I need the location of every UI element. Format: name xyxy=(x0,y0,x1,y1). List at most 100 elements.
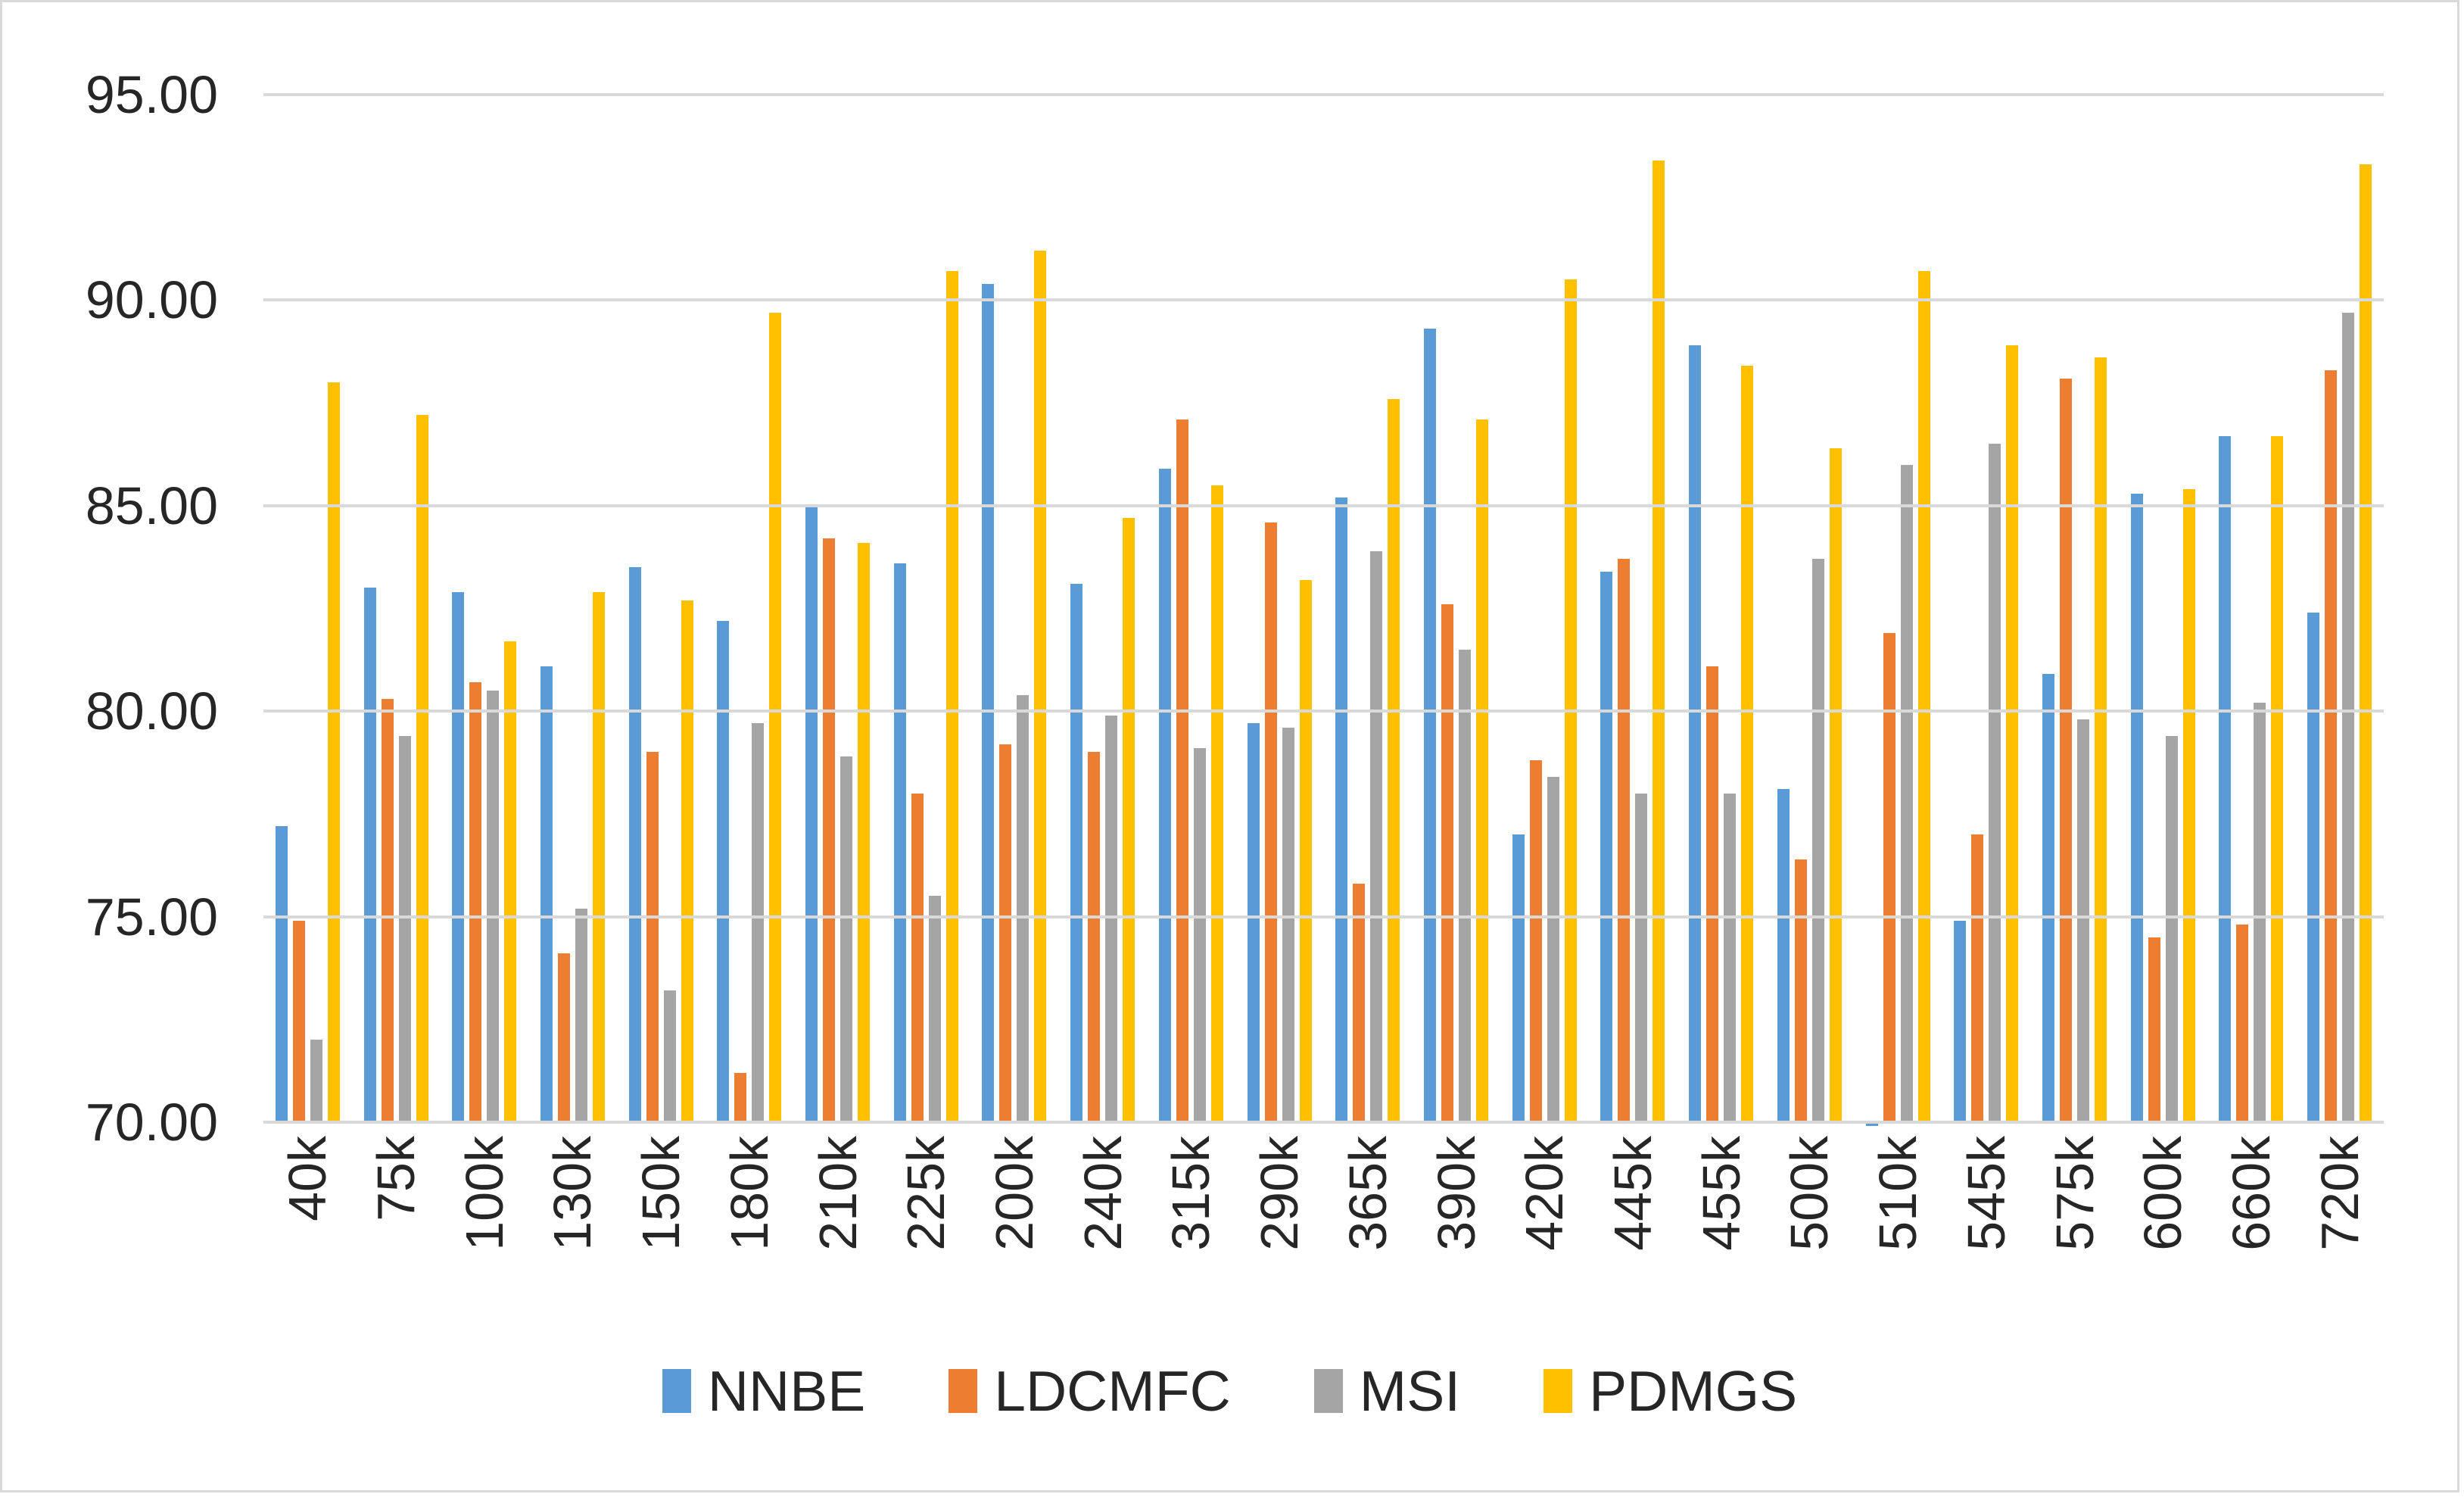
bar-pdmgs-290k xyxy=(1299,579,1312,1122)
bar-group-210k xyxy=(793,95,882,1122)
bar-pdmgs-445k xyxy=(1653,160,1665,1122)
bar-msi-200k xyxy=(1017,694,1030,1122)
bar-nnbe-75k xyxy=(363,588,376,1122)
bar-pdmgs-545k xyxy=(2006,345,2019,1122)
bar-nnbe-100k xyxy=(452,591,465,1122)
bar-ldcmfc-200k xyxy=(999,744,1012,1122)
bar-group-445k xyxy=(1589,95,1677,1122)
bar-pdmgs-315k xyxy=(1210,485,1223,1122)
bar-ldcmfc-315k xyxy=(1176,419,1188,1122)
bar-msi-455k xyxy=(1724,793,1737,1122)
legend-item-pdmgs: PDMGS xyxy=(1544,1358,1797,1424)
x-axis-tick-label: 150k xyxy=(631,1136,691,1251)
x-axis-tick-label: 445k xyxy=(1603,1136,1662,1251)
gridline-85 xyxy=(263,504,2384,507)
bar-nnbe-180k xyxy=(717,620,730,1122)
bar-group-150k xyxy=(617,95,706,1122)
legend-item-msi: MSI xyxy=(1313,1358,1461,1424)
bar-group-130k xyxy=(528,95,617,1122)
bar-pdmgs-500k xyxy=(1829,448,1842,1122)
gridline-80 xyxy=(263,710,2384,713)
bar-msi-100k xyxy=(487,691,500,1122)
bar-nnbe-365k xyxy=(1335,497,1348,1122)
bar-group-575k xyxy=(2030,95,2119,1122)
legend-swatch-icon xyxy=(1544,1369,1573,1413)
x-axis-tick-label: 390k xyxy=(1426,1136,1486,1251)
x-axis-tick-label: 420k xyxy=(1515,1136,1575,1251)
bar-group-390k xyxy=(1412,95,1500,1122)
bar-ldcmfc-210k xyxy=(823,538,836,1122)
bar-ldcmfc-240k xyxy=(1088,752,1101,1122)
x-axis-tick-label: 210k xyxy=(808,1136,868,1251)
x-axis-tick-label: 365k xyxy=(1338,1136,1397,1251)
x-axis-tick-label: 100k xyxy=(454,1136,514,1251)
x-axis-tick-label: 510k xyxy=(1868,1136,1928,1251)
bar-msi-240k xyxy=(1105,715,1118,1122)
x-axis-tick-label: 720k xyxy=(2310,1136,2369,1251)
bar-msi-180k xyxy=(752,723,765,1122)
bar-pdmgs-575k xyxy=(2094,357,2107,1122)
y-axis-tick-label: 70.00 xyxy=(85,1093,218,1152)
bar-msi-290k xyxy=(1282,727,1294,1122)
bar-pdmgs-600k xyxy=(2182,489,2195,1122)
bar-group-420k xyxy=(1500,95,1589,1122)
bar-group-200k xyxy=(970,95,1059,1122)
bar-nnbe-600k xyxy=(2130,493,2143,1122)
y-axis-tick-label: 95.00 xyxy=(85,65,218,124)
bar-ldcmfc-225k xyxy=(911,793,924,1122)
bar-group-545k xyxy=(1942,95,2030,1122)
bar-pdmgs-130k xyxy=(592,591,605,1122)
bar-nnbe-420k xyxy=(1512,834,1525,1122)
bar-group-510k xyxy=(1854,95,1942,1127)
bar-pdmgs-660k xyxy=(2271,435,2284,1122)
bar-ldcmfc-445k xyxy=(1618,559,1631,1122)
bar-group-720k xyxy=(2295,95,2384,1122)
gridline-90 xyxy=(263,298,2384,302)
bar-nnbe-390k xyxy=(1423,329,1436,1122)
bar-nnbe-575k xyxy=(2042,674,2054,1122)
bar-ldcmfc-600k xyxy=(2148,937,2160,1122)
bar-pdmgs-225k xyxy=(945,271,958,1122)
bar-nnbe-545k xyxy=(1954,921,1967,1122)
y-axis-tick-label: 80.00 xyxy=(85,681,218,741)
bar-msi-420k xyxy=(1547,777,1559,1122)
bar-pdmgs-390k xyxy=(1475,419,1488,1122)
bar-nnbe-210k xyxy=(805,505,818,1122)
bar-group-365k xyxy=(1323,95,1412,1122)
bar-ldcmfc-390k xyxy=(1441,604,1453,1122)
bar-pdmgs-100k xyxy=(504,641,517,1122)
x-axis-tick-label: 40k xyxy=(278,1136,338,1221)
bar-group-40k xyxy=(263,95,352,1122)
bar-nnbe-225k xyxy=(893,563,906,1122)
bar-group-180k xyxy=(706,95,794,1122)
bar-group-75k xyxy=(352,95,441,1122)
bar-msi-445k xyxy=(1635,793,1648,1122)
x-axis-tick-label: 200k xyxy=(985,1136,1045,1251)
bar-ldcmfc-510k xyxy=(1883,633,1896,1122)
bar-group-315k xyxy=(1147,95,1235,1122)
bar-ldcmfc-455k xyxy=(1706,666,1719,1122)
bar-nnbe-240k xyxy=(1070,583,1083,1122)
bar-msi-365k xyxy=(1370,550,1383,1122)
bar-pdmgs-180k xyxy=(769,312,782,1122)
gridline-95 xyxy=(263,93,2384,96)
bar-ldcmfc-40k xyxy=(292,921,305,1122)
x-axis-tick-label: 75k xyxy=(366,1136,426,1221)
legend-label: LDCMFC xyxy=(994,1359,1231,1423)
bar-nnbe-130k xyxy=(540,666,553,1122)
bar-msi-130k xyxy=(575,908,587,1122)
bar-nnbe-455k xyxy=(1689,345,1702,1122)
bar-nnbe-500k xyxy=(1777,789,1790,1122)
bar-ldcmfc-500k xyxy=(1794,859,1807,1122)
bar-msi-390k xyxy=(1458,649,1471,1122)
bar-ldcmfc-150k xyxy=(646,752,659,1122)
bar-msi-315k xyxy=(1193,748,1206,1122)
bar-msi-545k xyxy=(1989,444,2001,1122)
bar-ldcmfc-180k xyxy=(734,1072,747,1122)
bar-pdmgs-510k xyxy=(1917,271,1930,1122)
bar-msi-510k xyxy=(1900,464,1913,1122)
legend-label: MSI xyxy=(1359,1359,1461,1423)
bar-msi-210k xyxy=(840,756,853,1122)
y-axis-tick-label: 85.00 xyxy=(85,476,218,535)
